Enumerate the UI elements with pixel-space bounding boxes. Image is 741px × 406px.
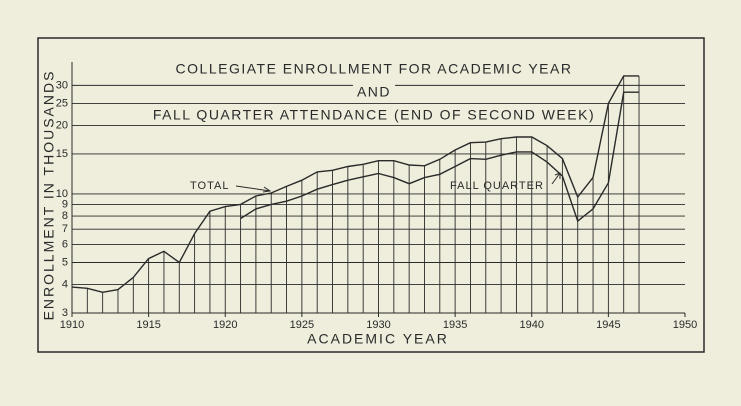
y-tick-label: 5 xyxy=(62,256,68,268)
x-axis-label: ACADEMIC YEAR xyxy=(307,331,449,347)
x-tick-label: 1950 xyxy=(673,319,697,331)
chart-title: COLLEGIATE ENROLLMENT FOR ACADEMIC YEAR xyxy=(176,61,573,77)
x-tick-label: 1925 xyxy=(290,319,314,331)
y-tick-label: 30 xyxy=(56,79,68,91)
x-tick-label: 1930 xyxy=(366,319,390,331)
y-tick-label: 15 xyxy=(56,148,68,160)
x-tick-label: 1920 xyxy=(213,319,237,331)
chart-title: FALL QUARTER ATTENDANCE (END OF SECOND W… xyxy=(153,107,595,123)
x-tick-label: 1940 xyxy=(520,319,544,331)
title-backdrop xyxy=(171,59,577,78)
series-line xyxy=(71,75,639,294)
y-tick-label: 25 xyxy=(56,97,68,109)
x-tick-label: 1915 xyxy=(136,319,160,331)
y-tick-label: 20 xyxy=(56,119,68,131)
y-axis-label: ENROLLMENT IN THOUSANDS xyxy=(41,70,57,321)
arrow xyxy=(551,172,561,185)
y-tick-label: 8 xyxy=(62,210,68,222)
x-tick-label: 1935 xyxy=(443,319,467,331)
annotation: TOTAL xyxy=(190,180,229,192)
title-backdrop xyxy=(352,82,396,101)
annotation: FALL QUARTER xyxy=(450,180,544,192)
series-line xyxy=(240,91,639,223)
y-tick-label: 3 xyxy=(62,307,68,319)
y-tick-label: 6 xyxy=(62,238,68,250)
title-backdrop xyxy=(148,105,600,124)
x-tick-label: 1945 xyxy=(596,319,620,331)
y-tick-label: 7 xyxy=(62,223,68,235)
arrow xyxy=(235,185,272,193)
chart-title: AND xyxy=(357,84,391,100)
x-tick-label: 1910 xyxy=(60,319,84,331)
y-tick-label: 4 xyxy=(62,278,68,290)
y-tick-label: 10 xyxy=(56,188,68,200)
frame xyxy=(37,37,705,353)
y-tick-label: 9 xyxy=(62,198,68,210)
